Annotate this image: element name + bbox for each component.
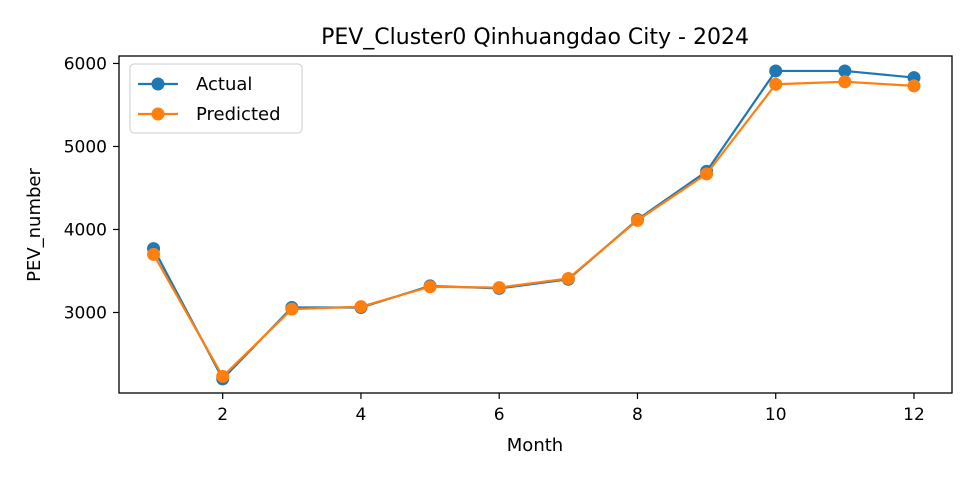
- data-point-actual: [769, 64, 783, 78]
- x-tick-label: 2: [217, 405, 228, 425]
- chart-title: PEV_Cluster0 Qinhuangdao City - 2024: [321, 25, 749, 50]
- data-point-predicted: [561, 271, 575, 285]
- y-axis-ticks: 3000 4000 5000 6000: [64, 54, 119, 323]
- data-point-predicted: [492, 281, 506, 295]
- legend: Actual Predicted: [129, 63, 303, 134]
- legend-box: [129, 63, 303, 134]
- data-point-predicted: [285, 302, 299, 316]
- data-point-predicted: [423, 280, 437, 294]
- x-tick-label: 12: [903, 405, 925, 425]
- x-tick-label: 8: [632, 405, 643, 425]
- data-point-predicted: [700, 167, 714, 181]
- y-tick-label: 4000: [64, 220, 107, 240]
- x-tick-label: 6: [494, 405, 505, 425]
- y-tick-label: 3000: [64, 303, 107, 323]
- legend-item-predicted: Predicted: [138, 104, 281, 125]
- y-tick-label: 6000: [64, 54, 107, 74]
- data-point-actual: [838, 64, 852, 78]
- data-point-predicted: [630, 213, 644, 227]
- legend-label: Actual: [196, 74, 252, 95]
- x-axis-ticks: 2 4 6 8 10 12: [217, 393, 925, 425]
- series-predicted: [147, 75, 921, 383]
- series-line-predicted: [152, 80, 915, 378]
- legend-marker: [151, 77, 165, 91]
- data-point-predicted: [838, 75, 852, 89]
- y-axis-label: PEV_number: [24, 168, 45, 282]
- data-point-predicted: [216, 369, 230, 383]
- x-tick-label: 10: [765, 405, 787, 425]
- legend-label: Predicted: [196, 104, 281, 125]
- data-point-predicted: [907, 79, 921, 93]
- data-point-predicted: [147, 247, 161, 261]
- y-tick-label: 5000: [64, 137, 107, 157]
- legend-item-actual: Actual: [138, 74, 252, 95]
- series-layer: [147, 64, 921, 386]
- x-tick-label: 4: [356, 405, 367, 425]
- x-axis-label: Month: [507, 435, 563, 456]
- data-point-predicted: [769, 77, 783, 91]
- plot-area-frame: [118, 55, 953, 394]
- data-point-predicted: [354, 300, 368, 314]
- legend-marker: [151, 107, 165, 121]
